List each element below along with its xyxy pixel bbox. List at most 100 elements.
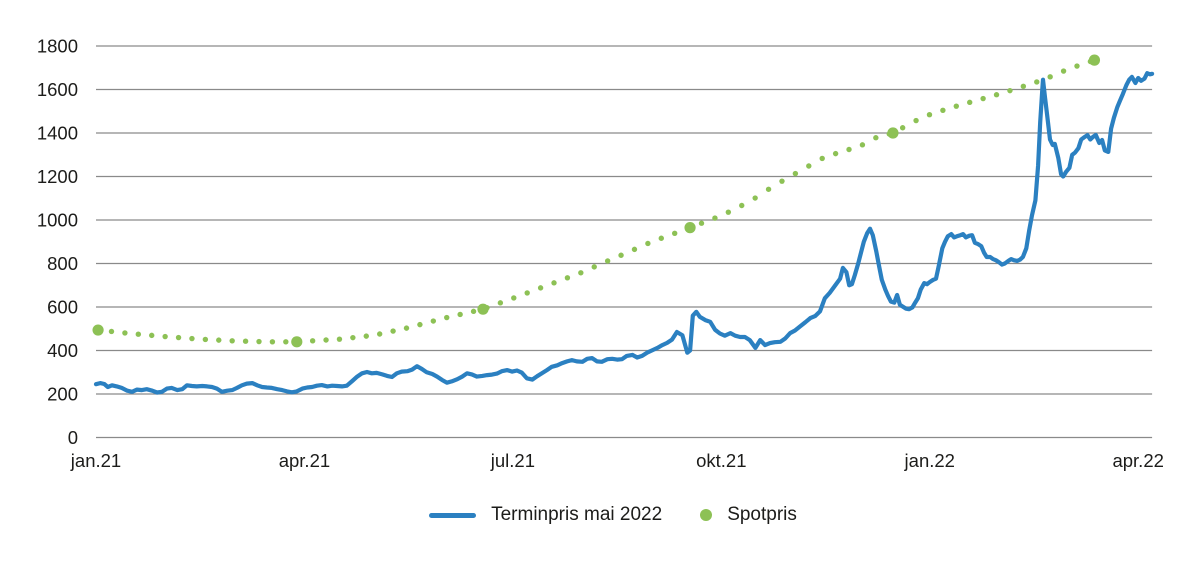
spotpris-dot bbox=[846, 146, 852, 153]
spotpris-dot bbox=[149, 332, 155, 339]
spotpris-dot bbox=[1047, 74, 1053, 80]
spotpris-dot bbox=[658, 235, 664, 241]
spotpris-big-dot bbox=[477, 303, 489, 315]
spotpris-dot bbox=[551, 280, 557, 286]
spotpris-dot bbox=[792, 170, 799, 177]
spotpris-dot bbox=[618, 252, 624, 258]
y-tick-label: 600 bbox=[47, 297, 78, 318]
y-tick-label: 800 bbox=[47, 253, 78, 274]
chart-legend: Terminpris mai 2022 Spotpris bbox=[14, 504, 1198, 526]
legend-item-spotpris: Spotpris bbox=[700, 504, 797, 526]
spotpris-dot bbox=[283, 339, 289, 345]
spotpris-dot bbox=[135, 331, 142, 337]
spotpris-dot bbox=[913, 117, 919, 124]
spotpris-dot bbox=[376, 331, 383, 337]
spotpris-dot bbox=[980, 95, 986, 102]
spotpris-dot bbox=[457, 311, 463, 318]
spotpris-dot bbox=[940, 107, 946, 113]
spotpris-dot bbox=[899, 125, 906, 131]
y-tick-label: 0 bbox=[68, 427, 78, 448]
spotpris-dot bbox=[524, 290, 530, 296]
spotpris-dot bbox=[216, 337, 222, 343]
spotpris-dot bbox=[712, 215, 718, 221]
y-tick-label: 1200 bbox=[37, 166, 78, 187]
spotpris-dot bbox=[390, 328, 396, 334]
spotpris-dot bbox=[873, 135, 879, 141]
spotpris-dot bbox=[269, 339, 276, 345]
terminpris-line bbox=[93, 71, 1155, 395]
spotpris-dot bbox=[162, 333, 168, 340]
spotpris-dot bbox=[953, 103, 960, 109]
spotpris-big-dot bbox=[1088, 54, 1101, 66]
spotpris-dot bbox=[403, 325, 410, 331]
y-tick-label: 200 bbox=[47, 384, 78, 405]
spotpris-dot bbox=[631, 246, 638, 253]
y-tick-label: 1000 bbox=[37, 210, 78, 231]
spotpris-dot bbox=[350, 334, 356, 341]
x-tick-label: apr.22 bbox=[1112, 450, 1163, 471]
spotpris-dot bbox=[832, 150, 839, 157]
spotpris-dot bbox=[309, 338, 316, 344]
spotpris-dot bbox=[926, 112, 933, 118]
chart-plot-area: 0 200 400 600 800 1000 1200 1400 1600 1800 jan.21 a… bbox=[37, 36, 1164, 472]
spotpris-dot bbox=[752, 195, 758, 201]
x-tick-label: jul.21 bbox=[490, 450, 535, 471]
spotpris-dot bbox=[1034, 79, 1040, 85]
x-tick-label: okt.21 bbox=[696, 450, 746, 471]
spotpris-dot bbox=[417, 321, 423, 328]
spotpris-dot bbox=[578, 270, 584, 276]
spotpris-big-dot bbox=[291, 336, 303, 348]
spotpris-dot bbox=[725, 209, 732, 215]
spotpris-dot bbox=[108, 328, 115, 335]
spotpris-dot bbox=[739, 202, 745, 209]
x-tick-label: apr.21 bbox=[279, 450, 330, 471]
spotpris-dot bbox=[564, 275, 571, 281]
spotpris-dot bbox=[336, 336, 343, 342]
spotpris-dot bbox=[604, 258, 611, 264]
spotpris-dot bbox=[511, 295, 517, 301]
spotpris-big-dot bbox=[684, 222, 696, 234]
y-tick-label: 1800 bbox=[37, 36, 78, 57]
spotpris-dot bbox=[189, 335, 195, 342]
spotpris-dot bbox=[993, 92, 1000, 98]
spotpris-dot bbox=[779, 178, 785, 184]
spotpris-dot bbox=[363, 333, 369, 339]
spotpris-dot bbox=[537, 285, 544, 291]
spotpris-dot-swatch-icon bbox=[700, 509, 713, 521]
spotpris-dot bbox=[591, 264, 597, 270]
spotpris-dot bbox=[175, 334, 182, 341]
legend-label-spotpris: Spotpris bbox=[727, 504, 797, 525]
spotpris-dot bbox=[967, 99, 973, 106]
spotpris-dot bbox=[497, 300, 504, 306]
spotpris-dot bbox=[645, 240, 651, 247]
x-tick-label: jan.22 bbox=[904, 450, 955, 471]
spotpris-dot bbox=[671, 230, 678, 236]
x-tick-label: jan.21 bbox=[70, 450, 121, 471]
spotpris-dot bbox=[819, 155, 825, 162]
spotpris-dot bbox=[323, 337, 329, 343]
terminpris-line-swatch-icon bbox=[429, 512, 477, 518]
legend-label-terminpris: Terminpris mai 2022 bbox=[491, 504, 663, 525]
spotpris-dot bbox=[470, 308, 477, 315]
spotpris-dot bbox=[122, 330, 128, 336]
spotpris-dot bbox=[256, 338, 262, 345]
spotpris-dot bbox=[859, 142, 866, 148]
spotpris-dot bbox=[1060, 68, 1067, 74]
y-tick-label: 1600 bbox=[37, 79, 78, 100]
spotpris-dot bbox=[765, 186, 772, 192]
spotpris-dot bbox=[444, 314, 450, 321]
spotpris-big-dot bbox=[92, 324, 104, 336]
spotpris-dot bbox=[698, 220, 705, 226]
spotpris-dot bbox=[242, 338, 249, 344]
spotpris-dot bbox=[1074, 63, 1080, 69]
spotpris-dot bbox=[202, 336, 209, 343]
y-tick-label: 1400 bbox=[37, 123, 78, 144]
spotpris-dot bbox=[1020, 83, 1027, 89]
spotpris-dot bbox=[1007, 87, 1013, 94]
spotpris-dot bbox=[229, 338, 235, 344]
spotpris-dot bbox=[806, 163, 812, 169]
y-tick-label: 400 bbox=[47, 340, 78, 361]
legend-item-terminpris: Terminpris mai 2022 bbox=[429, 504, 662, 526]
spotpris-dot bbox=[430, 318, 437, 324]
